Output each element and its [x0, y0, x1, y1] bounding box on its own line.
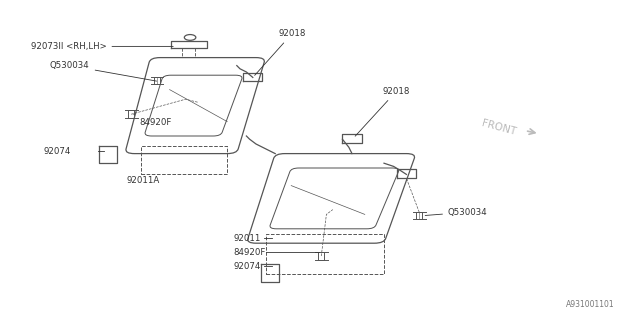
Text: 92073II <RH,LH>: 92073II <RH,LH>	[31, 42, 173, 51]
Text: 92074: 92074	[44, 147, 71, 156]
Text: Q530034: Q530034	[425, 208, 488, 217]
Text: 92011A: 92011A	[127, 176, 160, 185]
Text: 92074: 92074	[234, 262, 261, 271]
Text: FRONT: FRONT	[480, 119, 516, 137]
Text: 92018: 92018	[355, 87, 410, 136]
Text: 92011: 92011	[234, 234, 261, 243]
Text: Q530034: Q530034	[50, 61, 157, 81]
Text: 92018: 92018	[255, 29, 306, 76]
Text: 84920F: 84920F	[134, 115, 172, 127]
Text: A931001101: A931001101	[566, 300, 614, 309]
Text: 84920F: 84920F	[234, 248, 266, 257]
